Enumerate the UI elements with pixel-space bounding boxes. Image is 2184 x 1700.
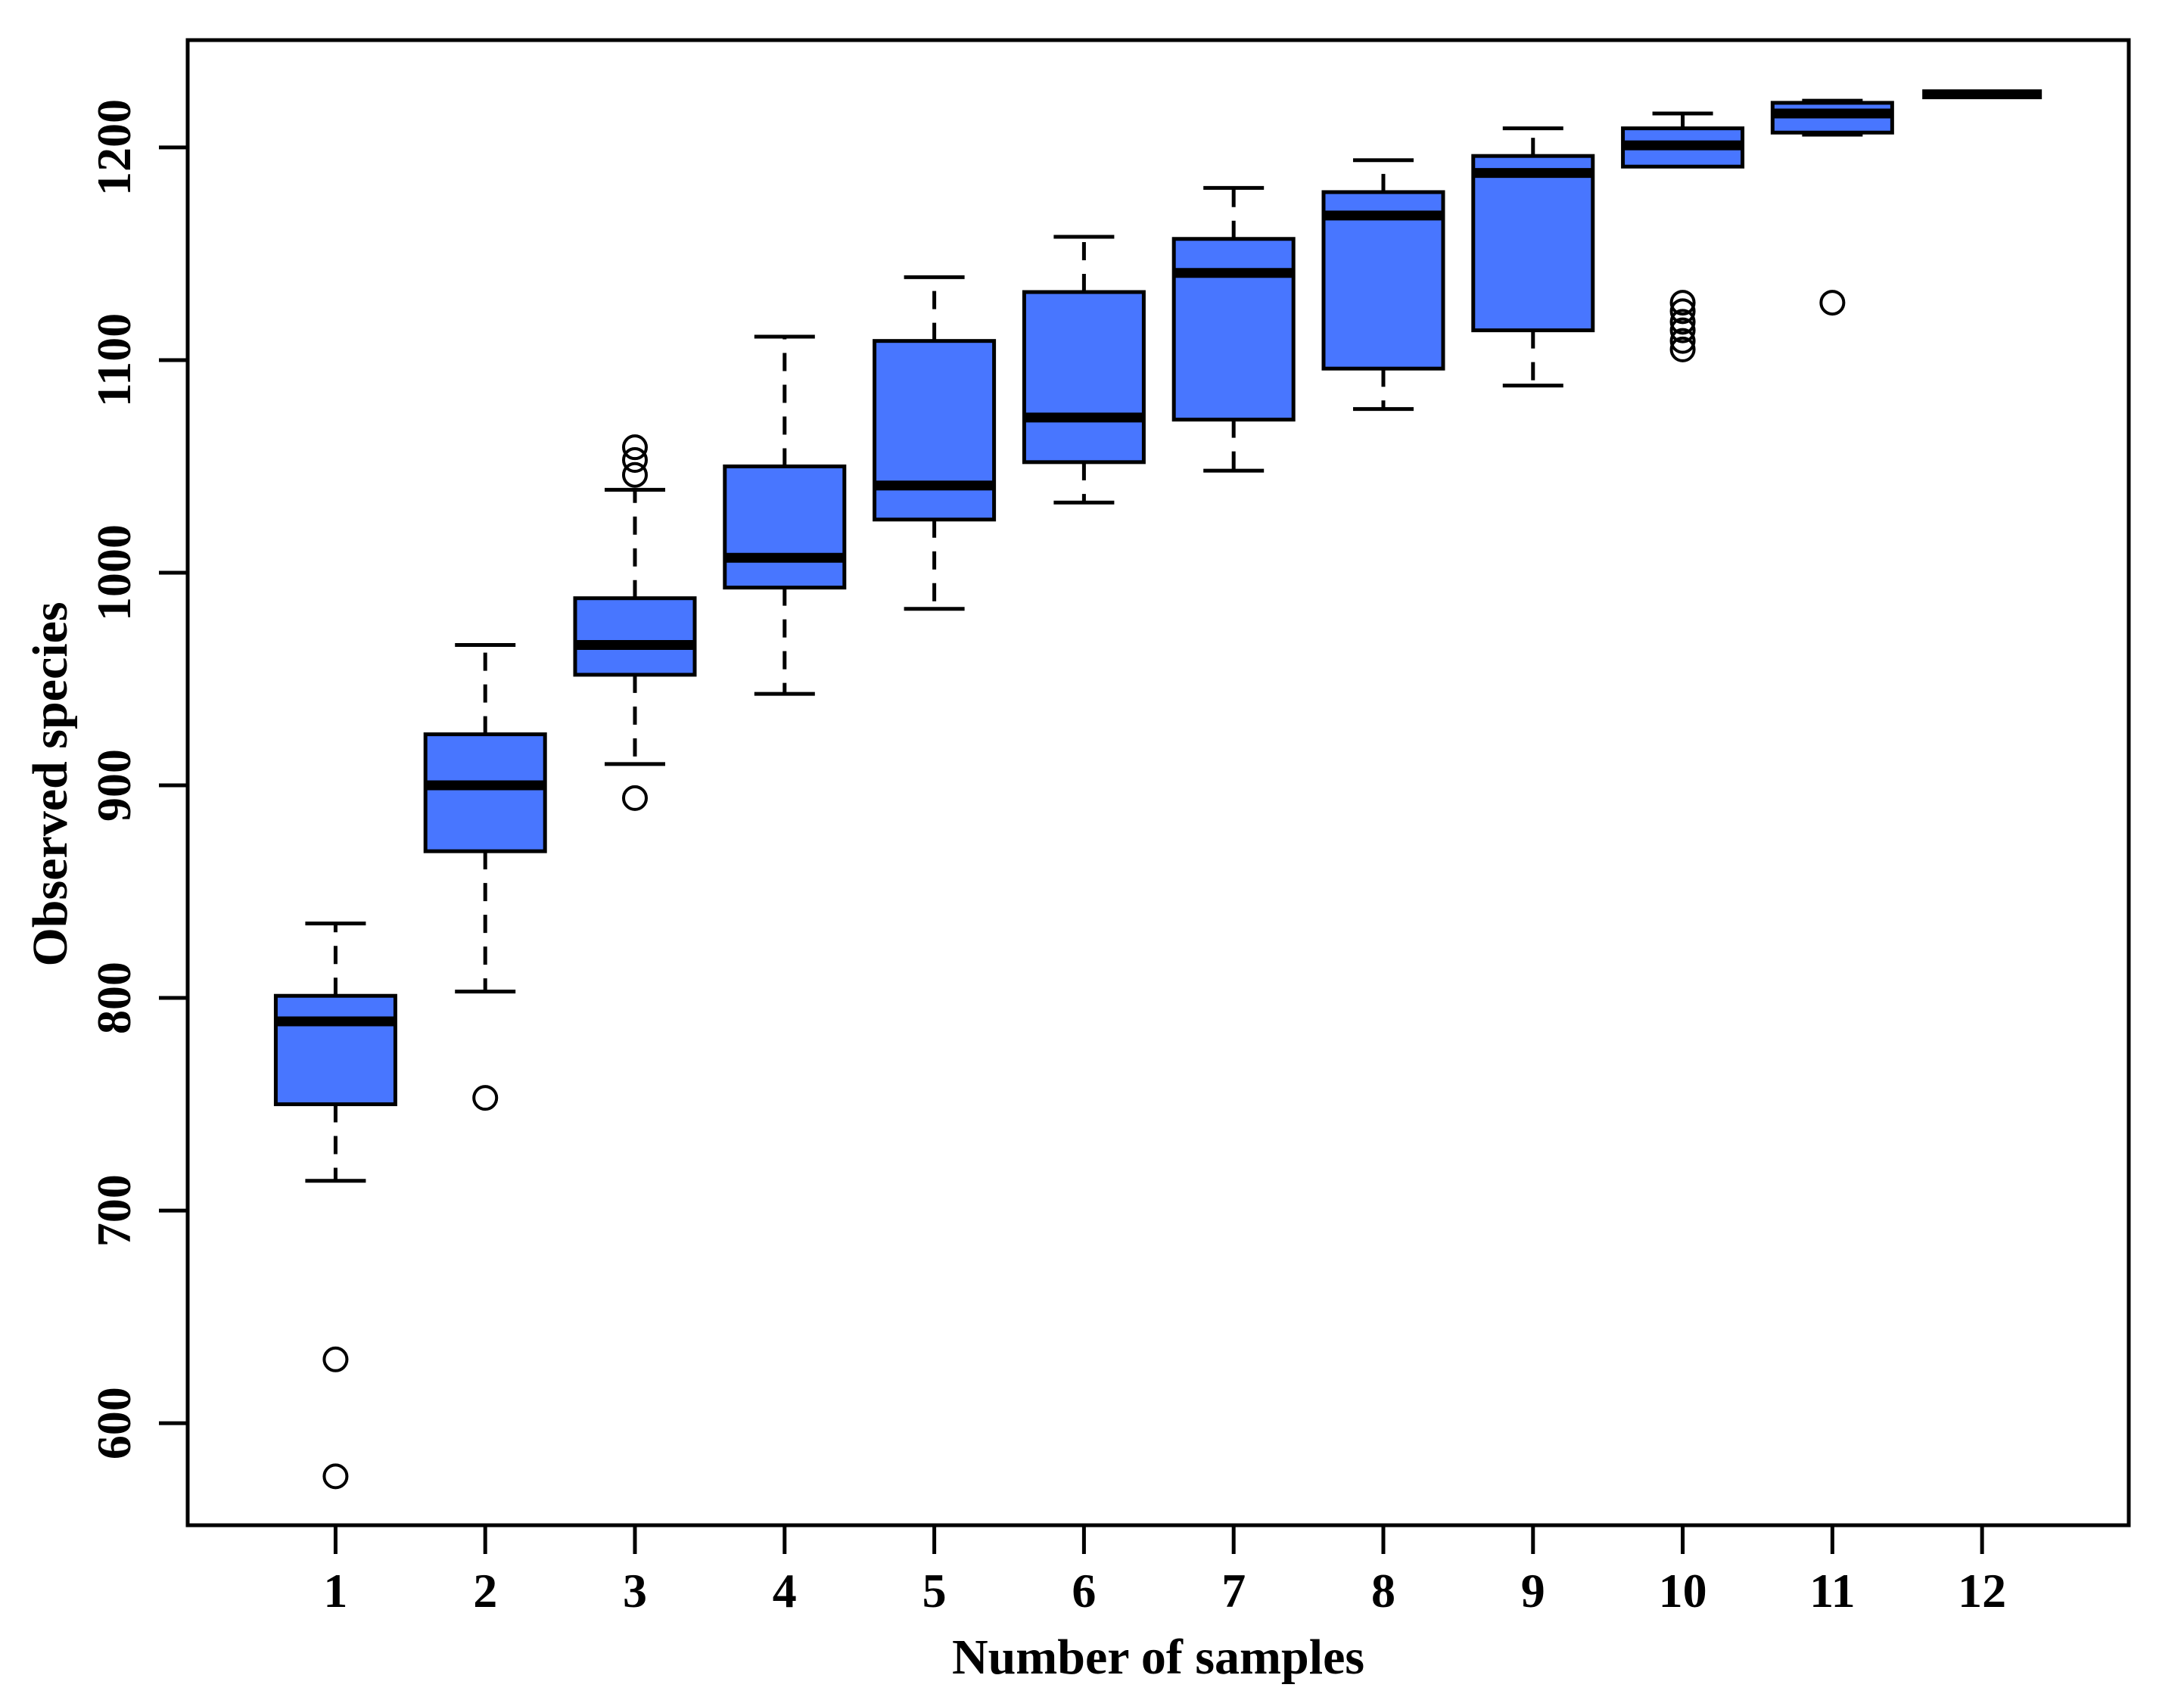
iqr-box <box>873 339 997 522</box>
x-tick-label: 1 <box>323 1564 347 1618</box>
outlier-circle <box>1669 290 1696 316</box>
outlier-circle <box>322 1463 349 1490</box>
iqr-box <box>1471 154 1595 333</box>
x-tick-label: 5 <box>922 1564 947 1618</box>
x-tick-label: 4 <box>773 1564 797 1618</box>
boxplot-group-sample-3 <box>573 434 697 811</box>
outlier-circle <box>622 785 649 811</box>
y-axis-title: Observed species <box>23 601 78 966</box>
iqr-box <box>423 732 547 853</box>
boxplot-group-sample-8 <box>1321 158 1445 412</box>
x-tick-label: 7 <box>1221 1564 1246 1618</box>
outlier-circle <box>1669 298 1696 325</box>
outlier-circle <box>1669 328 1696 354</box>
boxplot-group-sample-11 <box>1770 98 1894 316</box>
x-tick-label: 12 <box>1958 1564 2006 1618</box>
boxplot-group-sample-4 <box>723 334 847 696</box>
y-tick-label: 1100 <box>87 313 141 407</box>
iqr-box <box>273 993 397 1107</box>
y-tick-label: 900 <box>87 749 141 822</box>
x-axis-title: Number of samples <box>952 1630 1364 1685</box>
boxplot-group-sample-1 <box>273 921 397 1490</box>
outlier-circle <box>1669 336 1696 362</box>
outlier-circle <box>1819 290 1846 316</box>
x-tick-label: 11 <box>1809 1564 1855 1618</box>
x-tick-label: 3 <box>623 1564 647 1618</box>
outlier-circle <box>1669 317 1696 343</box>
x-tick-label: 9 <box>1521 1564 1545 1618</box>
iqr-box <box>1022 290 1146 465</box>
outlier-circle <box>322 1346 349 1372</box>
y-tick-label: 800 <box>87 962 141 1034</box>
x-tick-label: 6 <box>1072 1564 1096 1618</box>
x-tick-label: 10 <box>1659 1564 1707 1618</box>
outlier-circle <box>1669 309 1696 335</box>
outlier-circle <box>622 462 649 488</box>
y-tick-label: 1200 <box>87 99 141 196</box>
outlier-circle <box>622 434 649 461</box>
iqr-box <box>1171 237 1296 422</box>
boxplot-group-sample-2 <box>423 643 547 1111</box>
y-tick-label: 700 <box>87 1174 141 1247</box>
boxplot-group-sample-7 <box>1171 185 1296 473</box>
boxplot-group-sample-5 <box>873 275 997 611</box>
y-tick-label: 600 <box>87 1387 141 1459</box>
plot-border <box>185 38 2131 1528</box>
iqr-box <box>1321 190 1445 371</box>
x-tick-label: 8 <box>1371 1564 1395 1618</box>
iqr-box <box>723 464 847 590</box>
outlier-circle <box>622 447 649 474</box>
boxplot-group-sample-6 <box>1022 235 1146 505</box>
boxplot-group-sample-9 <box>1471 126 1595 388</box>
boxplot-group-sample-10 <box>1621 111 1745 362</box>
x-tick-label: 2 <box>473 1564 497 1618</box>
iqr-box <box>573 596 697 677</box>
outlier-circle <box>472 1085 499 1111</box>
y-tick-label: 1000 <box>87 524 141 621</box>
